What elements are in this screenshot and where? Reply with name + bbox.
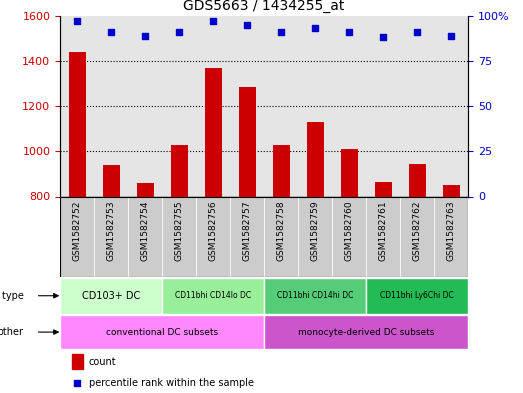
Text: GSM1582759: GSM1582759 [311,200,320,261]
Bar [170,145,188,196]
Bar [340,149,358,196]
Text: monocyte-derived DC subsets: monocyte-derived DC subsets [298,328,434,336]
Text: CD103+ DC: CD103+ DC [82,291,140,301]
Text: cell type: cell type [0,291,24,301]
Text: GSM1582755: GSM1582755 [175,200,184,261]
Text: CD11bhi CD14hi DC: CD11bhi CD14hi DC [277,291,354,300]
Point [107,29,116,35]
Text: GSM1582756: GSM1582756 [209,200,218,261]
Bar [60,196,94,277]
Bar [128,16,162,196]
Bar [400,196,434,277]
Bar [366,278,468,314]
Bar [264,16,298,196]
Bar [238,87,256,196]
Bar [196,16,230,196]
Text: GSM1582753: GSM1582753 [107,200,116,261]
Bar [264,196,298,277]
Bar [434,196,468,277]
Bar [196,196,230,277]
Text: count: count [89,357,116,367]
Text: GSM1582754: GSM1582754 [141,200,150,261]
Point [413,29,422,35]
Bar [434,16,468,196]
Text: GSM1582757: GSM1582757 [243,200,252,261]
Point [175,29,184,35]
Title: GDS5663 / 1434255_at: GDS5663 / 1434255_at [184,0,345,13]
Bar [137,183,154,196]
Point [243,22,252,28]
Bar [69,52,86,196]
Text: GSM1582752: GSM1582752 [73,200,82,261]
Point [73,380,82,387]
Point [209,18,218,24]
Bar [60,315,264,349]
Bar [332,196,366,277]
Bar [366,16,400,196]
Bar [298,196,332,277]
Bar [128,196,162,277]
Bar [272,145,290,196]
Text: GSM1582758: GSM1582758 [277,200,286,261]
Text: GSM1582760: GSM1582760 [345,200,354,261]
Bar [103,165,120,196]
Text: conventional DC subsets: conventional DC subsets [106,328,218,336]
Text: percentile rank within the sample: percentile rank within the sample [89,378,254,389]
Text: other: other [0,327,24,337]
Bar [94,16,128,196]
Bar [162,278,264,314]
Bar [264,278,366,314]
Bar [60,16,94,196]
Bar [306,122,324,196]
Text: GSM1582762: GSM1582762 [413,200,422,261]
Point [447,33,456,39]
Bar [332,16,366,196]
Bar [366,196,400,277]
Point [141,33,150,39]
Point [277,29,286,35]
Bar [400,16,434,196]
Point [379,34,388,40]
Bar [264,315,468,349]
Bar [374,182,392,196]
Bar [230,16,264,196]
Bar [408,164,426,196]
Bar [162,196,196,277]
Bar [60,278,162,314]
Text: GSM1582761: GSM1582761 [379,200,388,261]
Bar [72,354,83,369]
Bar [442,185,460,196]
Text: CD11bhi CD14lo DC: CD11bhi CD14lo DC [175,291,251,300]
Bar [162,16,196,196]
Point [73,18,82,24]
Bar [204,68,222,196]
Bar [298,16,332,196]
Point [311,25,320,31]
Bar [94,196,128,277]
Point [345,29,354,35]
Bar [230,196,264,277]
Text: CD11bhi Ly6Chi DC: CD11bhi Ly6Chi DC [380,291,454,300]
Text: GSM1582763: GSM1582763 [447,200,456,261]
